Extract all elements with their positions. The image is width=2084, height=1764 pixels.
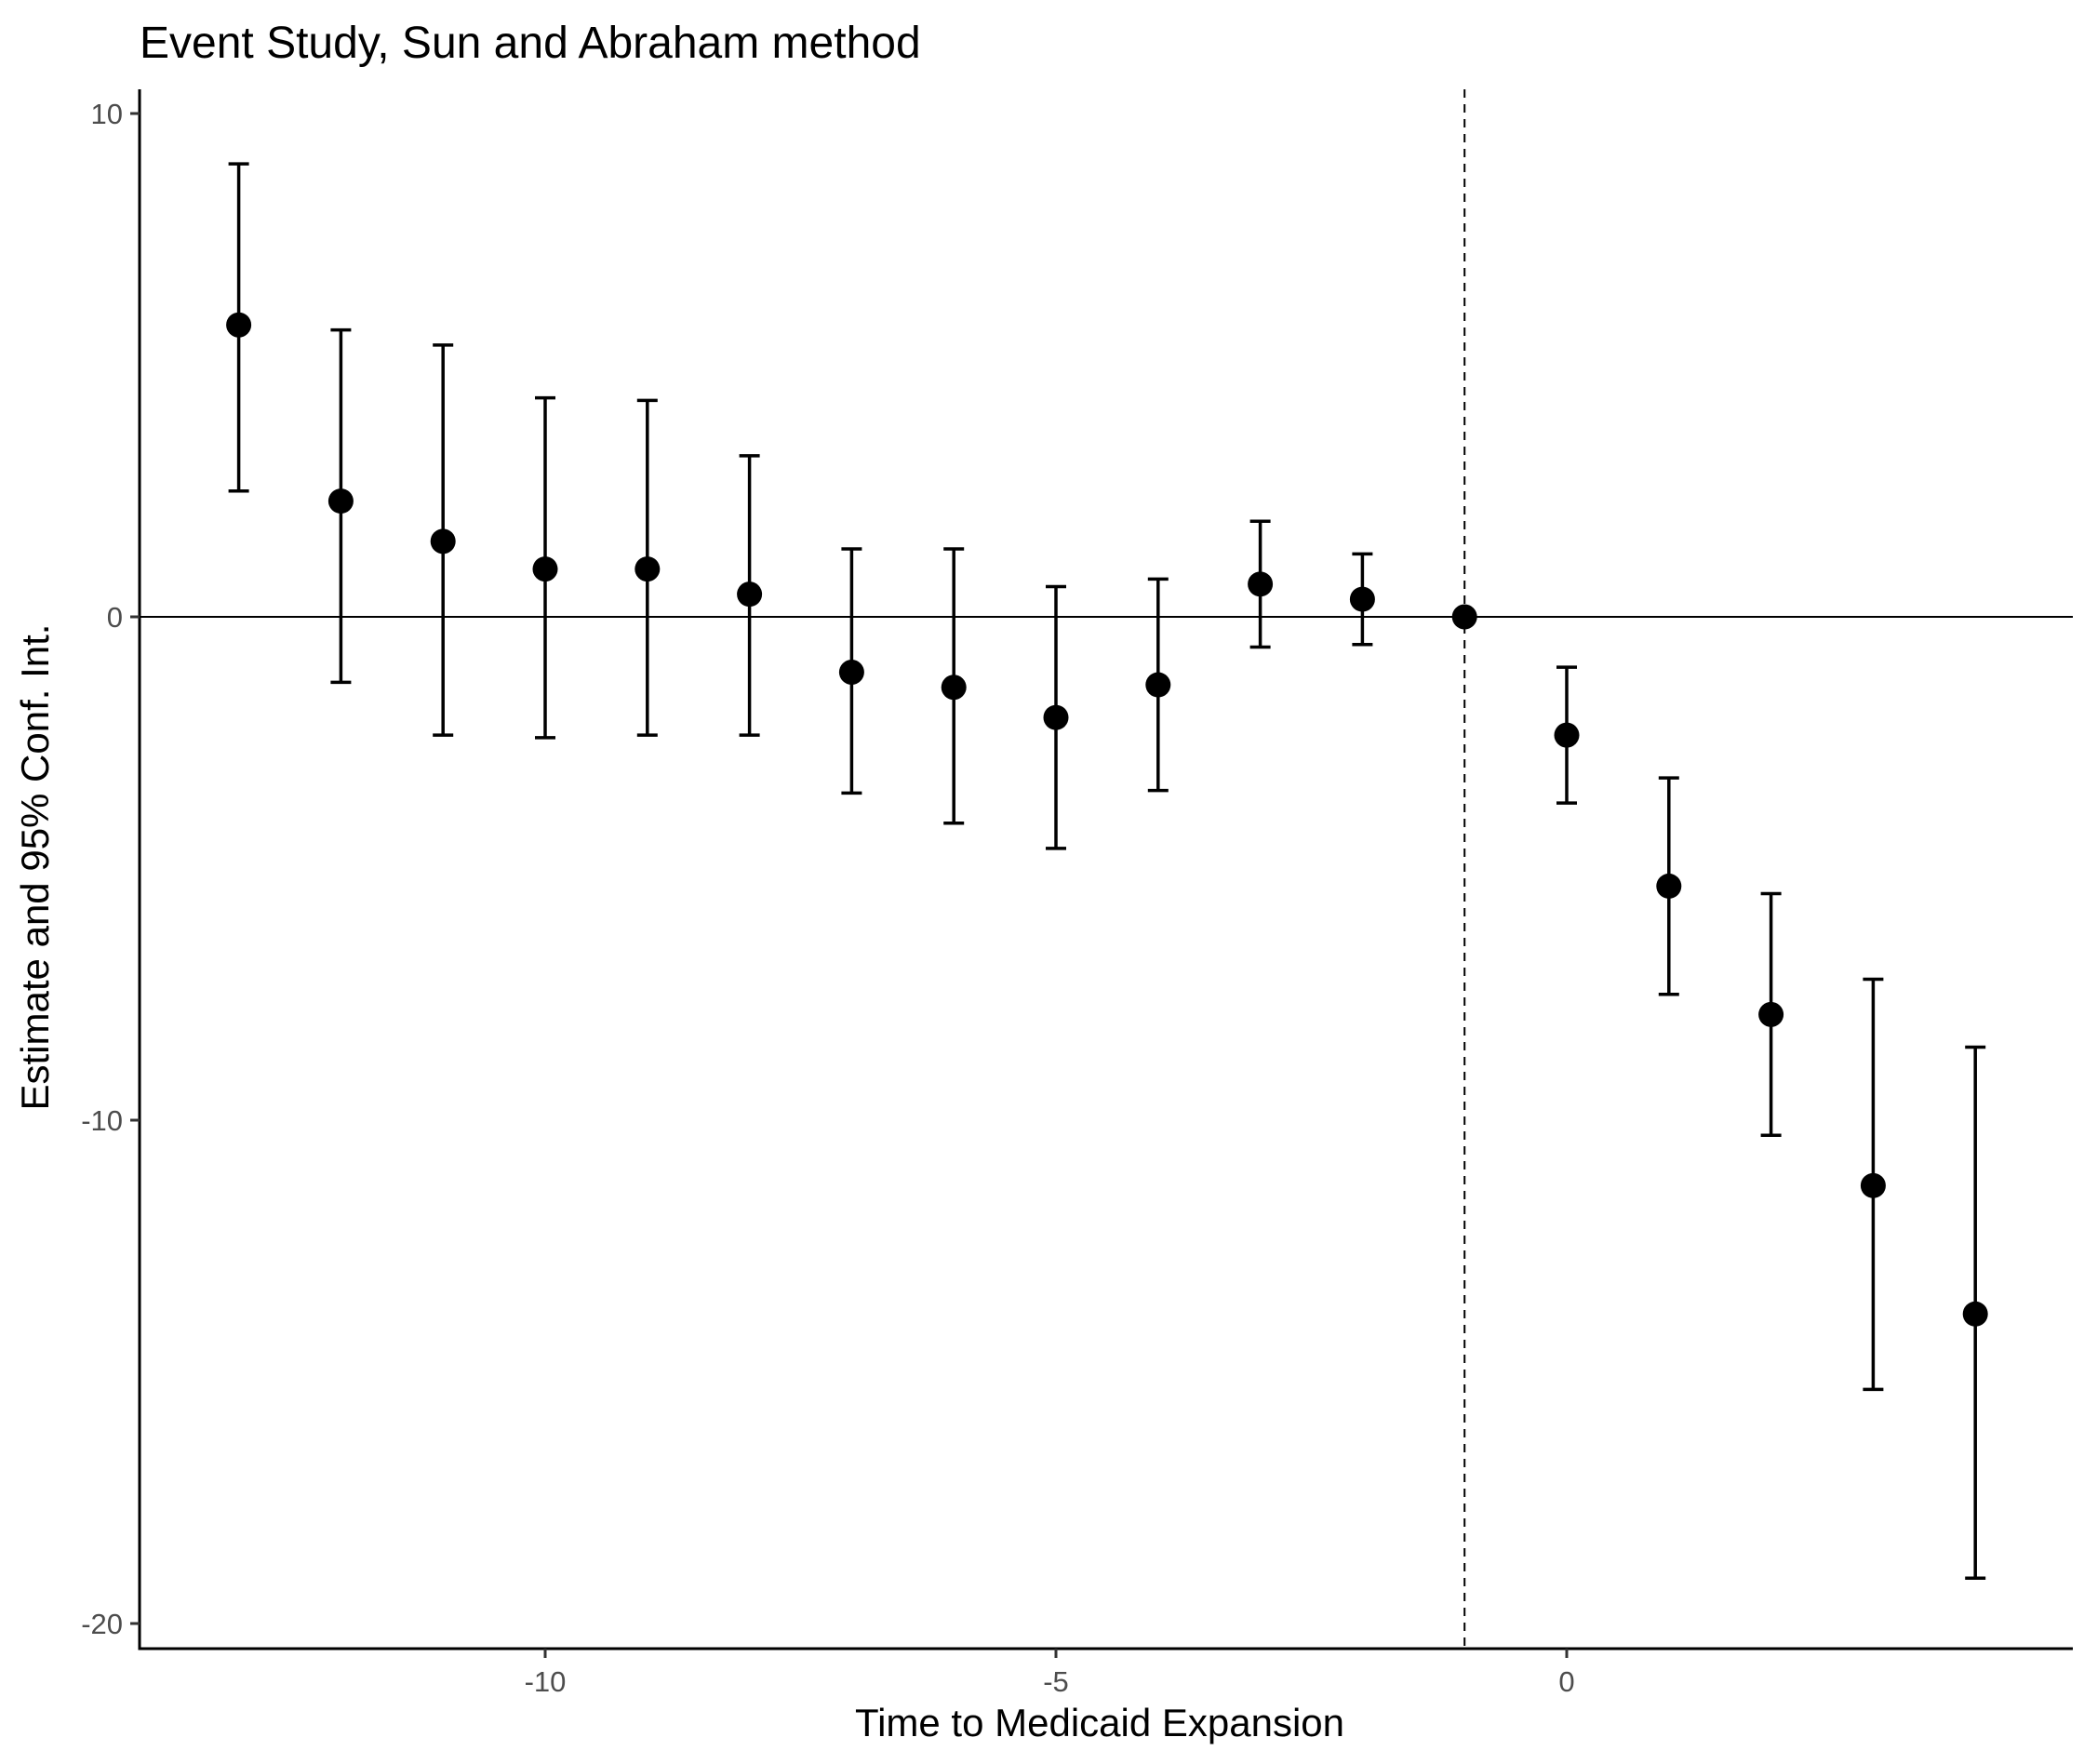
- x-tick-label: 0: [1558, 1665, 1574, 1698]
- estimate-point: [532, 556, 558, 582]
- estimate-point: [226, 312, 252, 338]
- reference-lines: [140, 89, 2073, 1649]
- estimate-point: [838, 660, 864, 686]
- estimate-point: [1145, 672, 1171, 698]
- x-tick-label: -5: [1043, 1665, 1069, 1698]
- estimate-point: [1248, 571, 1274, 597]
- y-axis-label: Estimate and 95% Conf. Int.: [13, 624, 57, 1111]
- axes: [138, 89, 2073, 1650]
- estimate-point: [737, 581, 763, 608]
- estimate-point: [1860, 1172, 1886, 1198]
- estimate-point: [1758, 1001, 1784, 1027]
- x-axis-label: Time to Medicaid Expansion: [855, 1701, 1344, 1744]
- error-bars: [228, 162, 1986, 1581]
- y-tick-label: -10: [81, 1104, 123, 1137]
- estimate-point: [1043, 704, 1069, 730]
- estimate-point: [941, 675, 967, 701]
- estimate-point: [635, 556, 661, 582]
- estimate-point: [1656, 873, 1682, 899]
- y-tick-label: 10: [91, 98, 123, 130]
- estimate-point: [1962, 1301, 1988, 1327]
- x-axis-ticks: -10 -5 0: [525, 1649, 1575, 1698]
- x-tick-label: -10: [525, 1665, 567, 1698]
- y-tick-label: 0: [107, 601, 123, 634]
- estimate-point: [430, 528, 456, 555]
- estimate-point: [1349, 586, 1375, 612]
- estimate-point: [327, 488, 354, 514]
- estimate-point: [1554, 722, 1580, 748]
- estimate-point: [1451, 604, 1477, 630]
- data-points: [226, 312, 1988, 1327]
- y-tick-label: -20: [81, 1608, 123, 1640]
- chart-title: Event Study, Sun and Abraham method: [140, 19, 921, 68]
- y-axis-ticks: 10 0 -10 -20: [81, 98, 140, 1640]
